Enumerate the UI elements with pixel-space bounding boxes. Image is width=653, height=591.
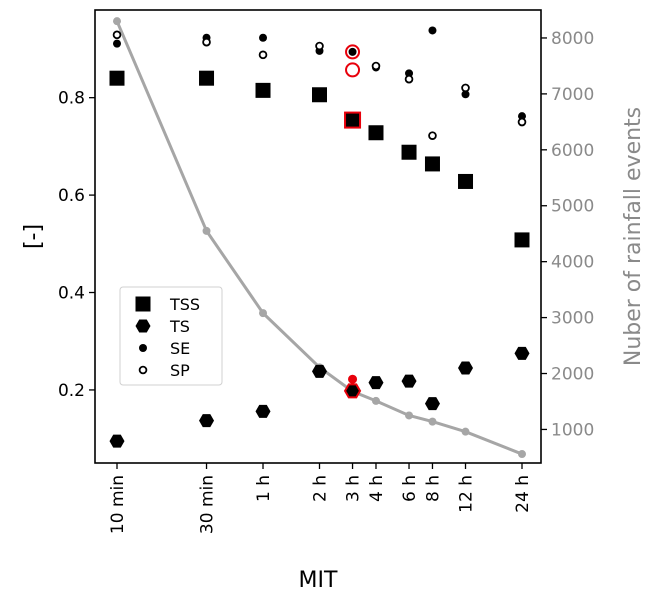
ts-point — [109, 434, 125, 448]
tss-point — [344, 111, 362, 129]
tss-point — [109, 70, 125, 86]
y-axis-right-title: Nuber of rainfall events — [621, 107, 646, 366]
ts-point — [401, 374, 417, 388]
y-tick-label: 0.4 — [58, 284, 85, 304]
y-right-tick-label: 3000 — [551, 309, 594, 329]
y-right-tick-label: 6000 — [551, 141, 594, 161]
se-point — [348, 47, 357, 56]
x-axis-title: MIT — [299, 568, 338, 591]
x-tick-label: 4 h — [367, 475, 387, 502]
x-tick-label: 1 h — [254, 475, 274, 502]
sp-point — [404, 74, 414, 84]
ts-point — [368, 376, 384, 390]
y-tick-label: 0.8 — [58, 89, 85, 109]
plot-area — [109, 17, 530, 459]
legend-marker-tss — [135, 296, 151, 312]
ts-point — [343, 383, 362, 399]
tss-point — [514, 232, 530, 248]
sp-highlight-point — [345, 62, 361, 78]
events-point — [259, 309, 268, 318]
legend: TSS TS SE SP — [119, 286, 223, 386]
se-point — [461, 90, 470, 99]
x-tick-label: 8 h — [423, 475, 443, 502]
sp-point — [258, 50, 268, 60]
x-tick-label: 30 min — [198, 475, 218, 534]
ts-point — [199, 414, 215, 428]
ts-point — [424, 397, 440, 411]
legend-label-se: SE — [170, 339, 190, 358]
legend-marker-ts — [135, 319, 151, 333]
tss-point — [368, 125, 384, 141]
tss-point — [312, 87, 327, 103]
se-point — [428, 26, 437, 35]
x-tick-label: 6 h — [400, 475, 420, 502]
y-right-tick-label: 4000 — [551, 253, 594, 273]
x-tick-label: 2 h — [311, 475, 331, 502]
x-tick-label: 12 h — [457, 475, 477, 513]
legend-label-sp: SP — [170, 361, 190, 380]
events-point — [371, 396, 380, 405]
x-tick-label: 24 h — [513, 475, 533, 513]
tss-point — [401, 144, 417, 160]
y-right-tick-label: 5000 — [551, 197, 594, 217]
ts-point — [312, 364, 327, 378]
tss-point — [424, 156, 440, 172]
se-point — [113, 39, 121, 48]
y-right-tick-label: 2000 — [551, 365, 594, 385]
axes-frame — [94, 9, 542, 464]
y-tick-label: 0.2 — [58, 381, 85, 401]
legend-label-ts: TS — [169, 317, 190, 336]
sp-point — [112, 30, 122, 40]
x-tick-label: 10 min — [108, 475, 128, 534]
events-point — [428, 417, 437, 426]
sp-point — [315, 41, 324, 51]
ts-point — [255, 404, 271, 418]
sp-point — [371, 61, 381, 71]
legend-label-tss: TSS — [169, 295, 200, 314]
tss-point — [255, 82, 271, 98]
se-point — [518, 112, 526, 121]
events-point — [405, 411, 414, 420]
events-point — [518, 450, 526, 459]
y-axis-title: [-] — [21, 224, 46, 249]
ts-highlight-point — [348, 374, 358, 384]
events-line — [115, 20, 523, 456]
sp-point — [428, 131, 437, 140]
ts-point — [514, 346, 530, 360]
sp-point — [517, 117, 527, 127]
y-right-tick-label: 7000 — [551, 85, 594, 105]
events-point — [461, 427, 470, 436]
axes: 0.2 0.4 0.6 0.8 1000 2000 3000 4000 5000 6000 7000… — [58, 9, 594, 534]
sp-point — [202, 37, 211, 47]
tss-point — [199, 70, 215, 86]
sp-point — [461, 83, 470, 93]
legend-marker-se — [139, 344, 147, 352]
y-right-tick-label: 8000 — [551, 29, 594, 49]
y-tick-label: 0.6 — [58, 186, 85, 206]
x-tick-label: 3 h — [344, 475, 364, 502]
events-point — [113, 17, 121, 26]
tss-point — [458, 173, 474, 189]
y-right-tick-label: 1000 — [551, 420, 594, 440]
ts-point — [458, 361, 474, 375]
se-point — [405, 69, 414, 78]
events-point — [202, 226, 211, 235]
legend-marker-sp — [138, 365, 148, 375]
se-point — [259, 33, 268, 42]
